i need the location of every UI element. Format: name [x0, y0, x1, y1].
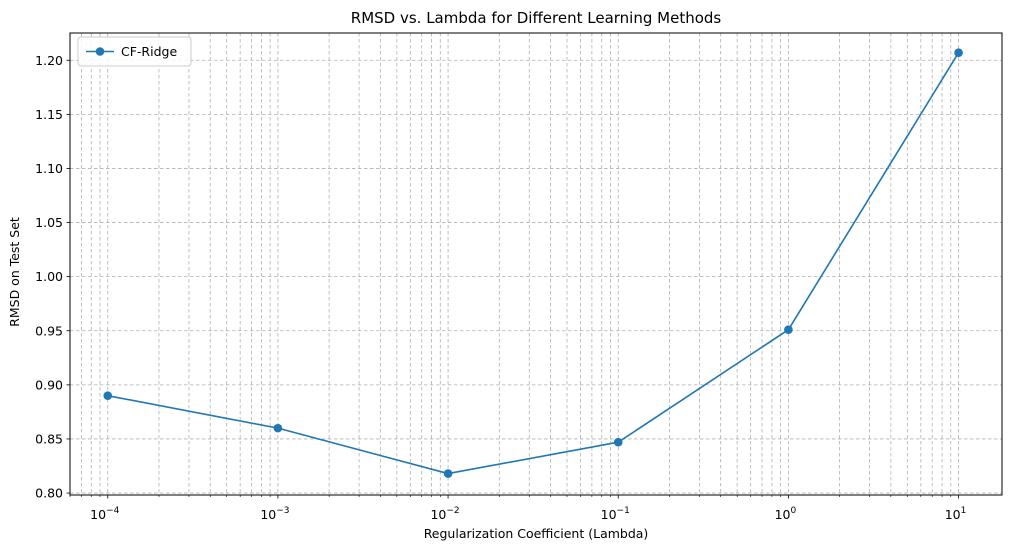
- data-point-cf-ridge: [613, 437, 623, 447]
- plot-frame: [69, 32, 1003, 496]
- y-tick-label: 1.15: [35, 107, 63, 122]
- legend-label-cf-ridge: CF-Ridge: [121, 44, 177, 59]
- data-point-cf-ridge: [103, 391, 113, 400]
- y-tick-label: 0.80: [35, 486, 63, 501]
- series-layer: [103, 48, 963, 478]
- y-tick-label: 1.05: [35, 215, 63, 230]
- y-tick-label: 0.95: [35, 323, 63, 338]
- x-tick-label: 10−2: [430, 506, 459, 522]
- legend-box: [77, 36, 192, 67]
- y-axis-title: RMSD on Test Set: [7, 217, 22, 327]
- y-axis: 0.80 0.85 0.90 0.95 1.00 1.05 1.10 1.15 1.20: [35, 53, 70, 501]
- x-axis-title: Regularization Coefficient (Lambda): [424, 526, 649, 541]
- legend: CF-Ridge: [77, 36, 192, 67]
- y-tick-label: 1.10: [35, 161, 63, 176]
- x-tick-label: 10−1: [601, 506, 630, 522]
- y-tick-label: 1.20: [35, 53, 63, 68]
- x-tick-label: 100: [775, 506, 797, 522]
- data-point-cf-ridge: [784, 325, 793, 334]
- grid: [69, 33, 1002, 495]
- data-point-cf-ridge: [954, 48, 963, 57]
- chart-title: RMSD vs. Lambda for Different Learning M…: [351, 9, 722, 27]
- series-line-cf-ridge: [107, 52, 960, 475]
- data-point-cf-ridge: [273, 423, 283, 433]
- x-tick-label: 101: [945, 506, 967, 522]
- data-point-cf-ridge: [443, 469, 453, 478]
- y-tick-label: 1.00: [35, 269, 63, 284]
- x-tick-label: 10−3: [260, 506, 289, 522]
- x-tick-label: 10−4: [90, 506, 119, 522]
- x-axis: 10−4 10−3 10−2 10−1 100 101: [69, 495, 967, 522]
- y-tick-label: 0.85: [35, 431, 63, 446]
- y-tick-label: 0.90: [35, 377, 63, 392]
- legend-marker-cf-ridge: [95, 47, 105, 56]
